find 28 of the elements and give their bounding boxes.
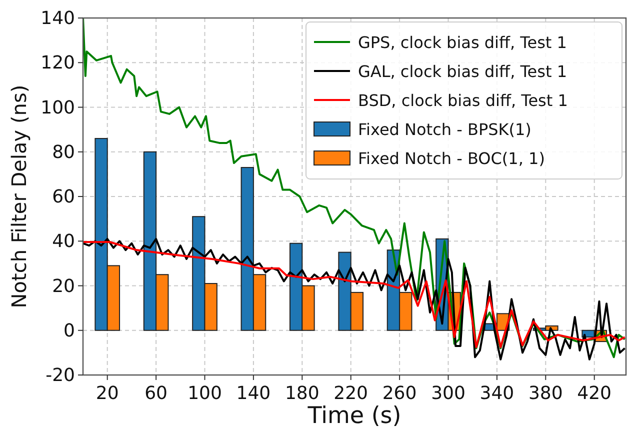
x-tick-label: 340 <box>480 383 514 404</box>
x-tick-label: 100 <box>188 383 222 404</box>
line-series <box>83 18 626 358</box>
y-tick-label: 120 <box>40 52 75 74</box>
x-tick-label: 220 <box>334 383 368 404</box>
x-tick-label: 260 <box>382 383 417 404</box>
y-tick-label: 100 <box>40 97 75 118</box>
x-tick-label: 380 <box>528 383 563 404</box>
y-tick-label: 40 <box>52 231 75 252</box>
x-tick-label: 60 <box>144 383 168 404</box>
y-tick-label: 0 <box>64 320 75 342</box>
y-tick-label: 140 <box>40 8 75 29</box>
x-tick-label: 140 <box>236 383 271 404</box>
legend-label: BSD, clock bias diff, Test 1 <box>358 91 568 110</box>
y-tick-label: 20 <box>52 276 75 297</box>
x-tick-label: 300 <box>431 383 466 404</box>
y-tick-label: -20 <box>46 365 75 386</box>
x-tick-label: 180 <box>284 383 320 404</box>
y-tick-label: 60 <box>52 186 75 208</box>
legend-label: Fixed Notch - BOC(1, 1) <box>358 149 545 168</box>
x-axis-title: Time (s) <box>306 403 402 429</box>
x-tick-label: 20 <box>96 383 119 404</box>
legend-label: GAL, clock bias diff, Test 1 <box>358 62 568 81</box>
legend-label: GPS, clock bias diff, Test 1 <box>358 33 567 52</box>
legend-label: Fixed Notch - BPSK(1) <box>358 120 532 139</box>
y-tick-label: 80 <box>52 142 75 163</box>
x-tick-label: 420 <box>577 383 612 404</box>
y-axis-title: Notch Filter Delay (ns) <box>7 84 31 308</box>
